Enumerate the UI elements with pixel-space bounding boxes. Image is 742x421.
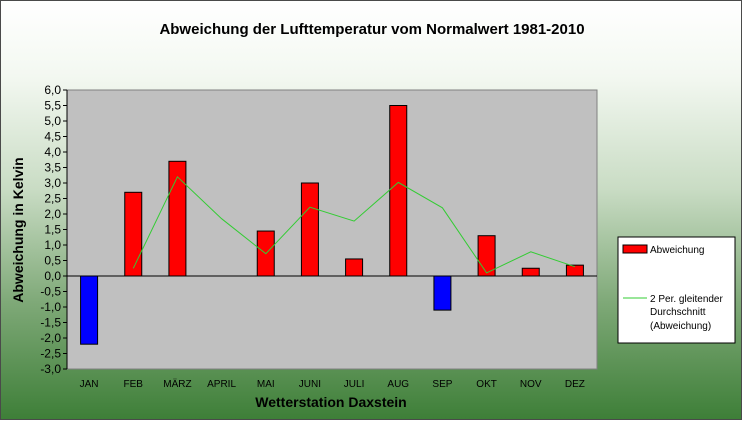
y-tick-label: 2,5 xyxy=(44,192,61,206)
bar-series xyxy=(80,105,584,345)
legend: Abweichung 2 Per. gleitender Durchschnit… xyxy=(617,236,736,344)
x-tick-label: AUG xyxy=(387,379,409,390)
legend-label-moving-average-1: 2 Per. gleitender xyxy=(650,294,723,305)
y-tick-label: 2,0 xyxy=(44,207,61,221)
bar-jan xyxy=(80,275,99,345)
y-tick-label: 3,0 xyxy=(44,176,61,190)
bar-nov xyxy=(521,267,540,277)
bar-märz xyxy=(168,160,187,277)
legend-swatch-abweichung xyxy=(622,244,648,254)
x-tick-label: NOV xyxy=(520,379,542,390)
bar-juli xyxy=(345,258,364,277)
legend-label-abweichung: Abweichung xyxy=(650,245,704,256)
y-tick-label: 0,5 xyxy=(44,254,61,268)
y-tick-label: -1,5 xyxy=(40,316,61,330)
x-axis-title: Wetterstation Daxstein xyxy=(255,394,406,410)
y-axis-ticks: 6,0 5,55,0 4,54,0 3,53,0 2,52,0 1,51,0 0,50,0 -… xyxy=(40,83,68,376)
x-tick-label: JULI xyxy=(344,379,365,390)
chart-title: Abweichung der Lufttemperatur vom Normal… xyxy=(159,21,584,38)
legend-label-moving-average-2: Durchschnitt xyxy=(650,307,706,318)
y-tick-label: 4,0 xyxy=(44,145,61,159)
x-tick-label: SEP xyxy=(432,379,452,390)
bar-aug xyxy=(389,105,408,277)
legend-label-moving-average-3: (Abweichung) xyxy=(650,321,711,332)
y-tick-label: 1,0 xyxy=(44,238,61,252)
legend-box xyxy=(617,236,736,344)
y-tick-label: 3,5 xyxy=(44,161,61,175)
bar-sep xyxy=(433,275,452,311)
x-tick-label: JUNI xyxy=(299,379,321,390)
y-tick-label: -3,0 xyxy=(40,362,61,376)
bar-dez xyxy=(565,264,584,277)
y-tick-label: 5,5 xyxy=(44,99,61,113)
y-tick-label: -1,0 xyxy=(40,300,61,314)
y-tick-label: -2,0 xyxy=(40,331,61,345)
y-tick-label: -0,5 xyxy=(40,285,61,299)
x-tick-label: JAN xyxy=(80,379,99,390)
x-tick-label: MÄRZ xyxy=(163,378,191,390)
x-tick-label: DEZ xyxy=(565,379,585,390)
x-tick-label: MAI xyxy=(257,379,275,390)
moving-average-line xyxy=(132,175,576,274)
x-axis-ticks: JAN FEB MÄRZ APRIL MAI JUNI JULI AUG SEP OKT NOV DE… xyxy=(80,378,585,390)
y-tick-label: 4,5 xyxy=(44,130,61,144)
x-tick-label: OKT xyxy=(476,379,497,390)
y-tick-label: 0,0 xyxy=(44,269,61,283)
y-tick-label: 1,5 xyxy=(44,223,61,237)
y-tick-label: -2,5 xyxy=(40,347,61,361)
bar-juni xyxy=(300,182,319,277)
bar-feb xyxy=(124,191,143,277)
y-axis-title: Abweichung in Kelvin xyxy=(10,157,26,302)
y-tick-label: 6,0 xyxy=(44,83,61,97)
x-tick-label: APRIL xyxy=(207,379,236,390)
y-tick-label: 5,0 xyxy=(44,114,61,128)
plot-area xyxy=(66,89,598,370)
x-tick-label: FEB xyxy=(124,379,144,390)
